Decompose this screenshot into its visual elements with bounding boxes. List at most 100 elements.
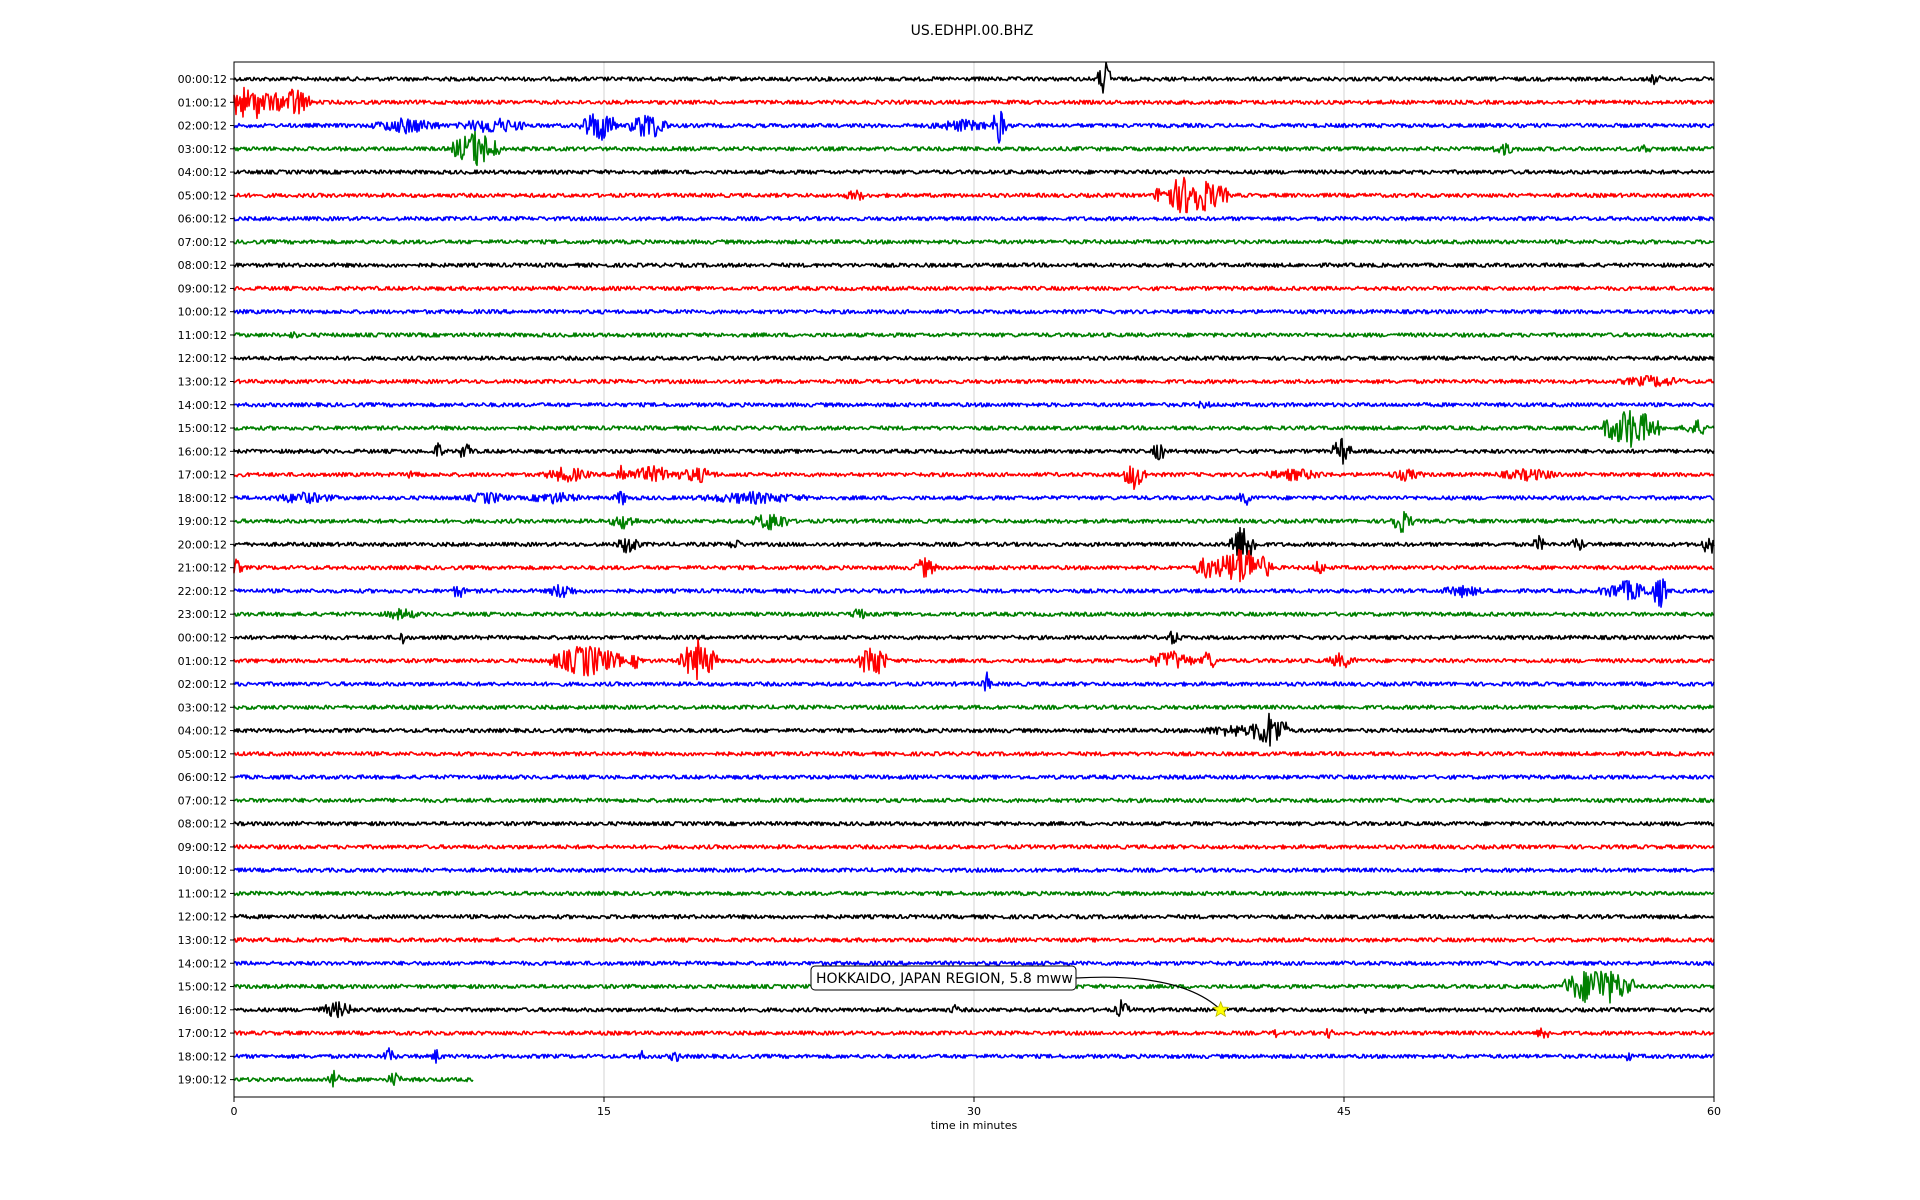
row-time-label: 04:00:12 <box>178 725 227 738</box>
row-time-label: 15:00:12 <box>178 981 227 994</box>
event-annotation: HOKKAIDO, JAPAN REGION, 5.8 mww <box>810 965 1230 1018</box>
annotation-box <box>810 965 1077 991</box>
trace-row <box>233 607 1715 621</box>
trace-row <box>233 526 1715 564</box>
x-tick-label: 45 <box>1337 1105 1351 1118</box>
annotation-text: HOKKAIDO, JAPAN REGION, 5.8 mww <box>816 971 1073 987</box>
trace-row <box>233 712 1715 747</box>
trace-row <box>233 86 1715 120</box>
row-time-label: 09:00:12 <box>178 841 227 854</box>
row-time-label: 13:00:12 <box>178 934 227 947</box>
trace-row <box>233 1047 1715 1064</box>
row-time-label: 11:00:12 <box>178 887 227 900</box>
row-time-label: 06:00:12 <box>178 213 227 226</box>
trace-row <box>233 61 1715 94</box>
row-time-label: 12:00:12 <box>178 911 227 924</box>
trace-row <box>233 844 1715 850</box>
trace-row <box>233 1027 1715 1039</box>
trace-row <box>233 578 1715 608</box>
row-time-label: 02:00:12 <box>178 120 227 133</box>
trace-row <box>233 751 1715 757</box>
x-tick-label: 0 <box>231 1105 238 1118</box>
event-star-icon <box>1212 1000 1230 1018</box>
trace-row <box>233 262 1715 268</box>
trace-row <box>233 400 1715 409</box>
trace-row <box>233 308 1715 315</box>
trace-row <box>233 548 1715 583</box>
row-time-label: 10:00:12 <box>178 864 227 877</box>
row-time-label: 12:00:12 <box>178 352 227 365</box>
trace-row <box>233 285 1715 292</box>
x-axis-label: time in minutes <box>931 1119 1018 1132</box>
trace-row <box>233 464 1715 490</box>
trace-row <box>233 239 1715 245</box>
x-tick-label: 30 <box>967 1105 981 1118</box>
trace-row <box>233 774 1715 780</box>
annotation-arrow <box>1075 976 1222 1011</box>
trace-row <box>233 820 1715 827</box>
row-time-label: 19:00:12 <box>178 515 227 528</box>
trace-row <box>233 510 1715 534</box>
row-time-label: 01:00:12 <box>178 96 227 109</box>
row-time-label: 13:00:12 <box>178 376 227 389</box>
trace-row <box>233 215 1715 222</box>
trace-row <box>233 867 1715 873</box>
trace-row <box>233 374 1715 388</box>
row-time-label: 09:00:12 <box>178 282 227 295</box>
x-tick-label: 15 <box>597 1105 611 1118</box>
trace-row <box>233 437 1715 465</box>
row-time-label: 00:00:12 <box>178 73 227 86</box>
row-time-label: 03:00:12 <box>178 701 227 714</box>
trace-row <box>233 176 1715 214</box>
trace-row <box>233 890 1715 897</box>
row-time-label: 07:00:12 <box>178 236 227 249</box>
row-time-label: 00:00:12 <box>178 631 227 644</box>
row-time-labels: 00:00:12 01:00:12 02:00:12 03:00:12 04:00:12… <box>178 73 234 1087</box>
row-time-label: 17:00:12 <box>178 1027 227 1040</box>
trace-row <box>233 490 1715 506</box>
row-time-label: 19:00:12 <box>178 1074 227 1087</box>
row-time-label: 16:00:12 <box>178 1004 227 1017</box>
row-time-label: 11:00:12 <box>178 329 227 342</box>
row-time-label: 16:00:12 <box>178 445 227 458</box>
row-time-label: 10:00:12 <box>178 306 227 319</box>
trace-row <box>233 671 1715 692</box>
row-time-label: 17:00:12 <box>178 469 227 482</box>
row-time-label: 15:00:12 <box>178 422 227 435</box>
trace-row <box>233 937 1715 943</box>
row-time-label: 04:00:12 <box>178 166 227 179</box>
row-time-label: 14:00:12 <box>178 399 227 412</box>
trace-row <box>233 110 1715 144</box>
row-time-label: 03:00:12 <box>178 143 227 156</box>
trace-row <box>233 169 1715 175</box>
trace-row <box>233 331 1715 339</box>
row-time-label: 01:00:12 <box>178 655 227 668</box>
row-time-label: 21:00:12 <box>178 562 227 575</box>
row-time-label: 08:00:12 <box>178 259 227 272</box>
row-time-label: 08:00:12 <box>178 818 227 831</box>
trace-row <box>233 1069 474 1088</box>
row-time-label: 23:00:12 <box>178 608 227 621</box>
trace-rows <box>233 61 1715 1088</box>
row-time-label: 18:00:12 <box>178 1050 227 1063</box>
row-time-label: 18:00:12 <box>178 492 227 505</box>
trace-row <box>233 797 1715 804</box>
grid-lines <box>603 62 1345 1097</box>
row-time-label: 22:00:12 <box>178 585 227 598</box>
plot-frame <box>233 61 1715 1098</box>
row-time-label: 07:00:12 <box>178 794 227 807</box>
trace-row <box>233 913 1715 920</box>
trace-row <box>233 630 1715 645</box>
row-time-label: 02:00:12 <box>178 678 227 691</box>
chart-title: US.EDHPI.00.BHZ <box>911 23 1034 39</box>
row-time-label: 06:00:12 <box>178 771 227 784</box>
trace-row <box>233 410 1715 448</box>
row-time-label: 05:00:12 <box>178 748 227 761</box>
x-tick-label: 60 <box>1707 1105 1721 1118</box>
trace-row <box>233 638 1715 681</box>
x-axis: 0 15 30 45 60 <box>231 1097 1721 1118</box>
row-time-label: 05:00:12 <box>178 189 227 202</box>
row-time-label: 14:00:12 <box>178 957 227 970</box>
trace-row <box>233 960 1715 967</box>
